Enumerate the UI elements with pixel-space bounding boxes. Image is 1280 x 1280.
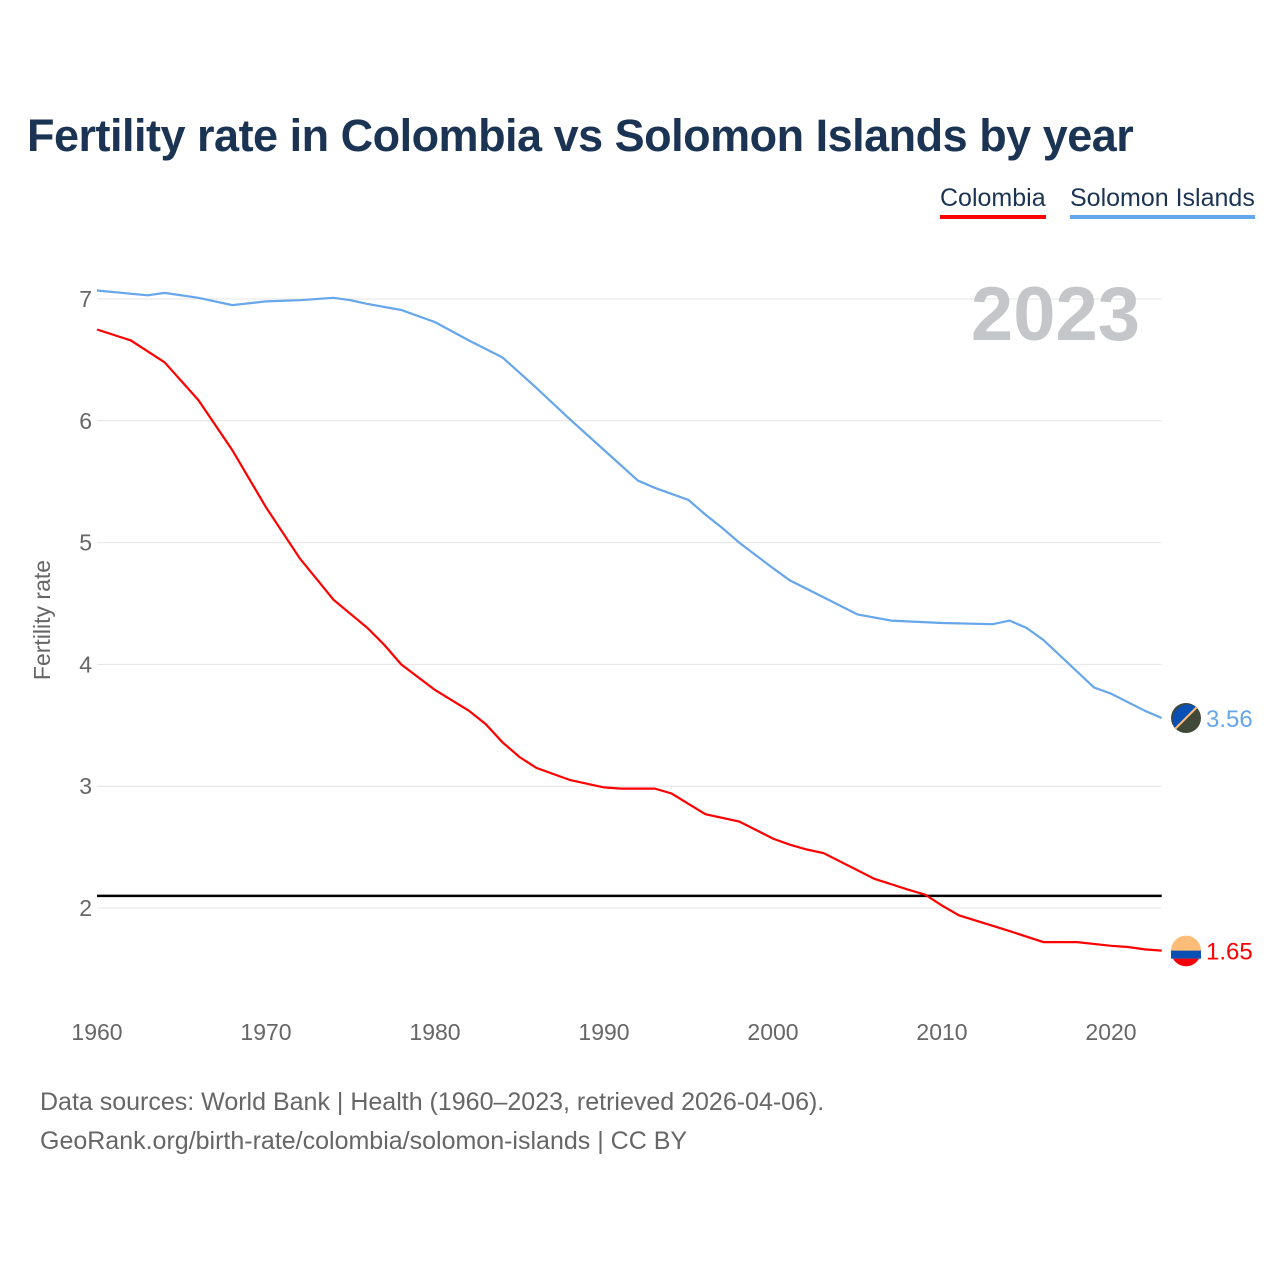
colombia-flag-blue — [1171, 950, 1201, 959]
source-line-1: Data sources: World Bank | Health (1960–… — [40, 1088, 825, 1116]
source-line-2[interactable]: GeoRank.org/birth-rate/colombia/solomon-… — [40, 1127, 688, 1155]
chart-title: Fertility rate in Colombia vs Solomon Is… — [27, 110, 1134, 161]
year-watermark: 2023 — [971, 272, 1140, 357]
legend-colombia[interactable]: Colombia — [940, 184, 1046, 219]
solomon-flag-blue — [1172, 704, 1197, 729]
x-tick-label: 2000 — [747, 1019, 798, 1045]
x-tick-label: 1960 — [71, 1019, 122, 1045]
solomon-flag-stripe — [1174, 706, 1198, 730]
end-value-label: 3.56 — [1206, 706, 1253, 733]
series-line-solomon-islands — [96, 289, 1163, 720]
y-tick-label: 6 — [79, 408, 92, 434]
y-tick-label: 3 — [79, 773, 92, 799]
colombia-flag-red — [1172, 958, 1200, 967]
x-tick-label: 2020 — [1085, 1019, 1136, 1045]
x-tick-label: 1990 — [578, 1019, 629, 1045]
x-tick-label: 1970 — [240, 1019, 291, 1045]
x-tick-label: 1980 — [409, 1019, 460, 1045]
y-tick-label: 2 — [79, 895, 92, 921]
end-value-label: 1.65 — [1206, 939, 1253, 966]
y-tick-label: 5 — [79, 530, 92, 556]
series-line-colombia — [96, 328, 1162, 952]
x-tick-label: 2010 — [916, 1019, 967, 1045]
y-tick-label: 4 — [79, 651, 92, 677]
legend-solomon-islands[interactable]: Solomon Islands — [1070, 184, 1255, 219]
y-axis-label: Fertility rate — [29, 560, 55, 680]
y-tick-label: 7 — [79, 286, 92, 312]
